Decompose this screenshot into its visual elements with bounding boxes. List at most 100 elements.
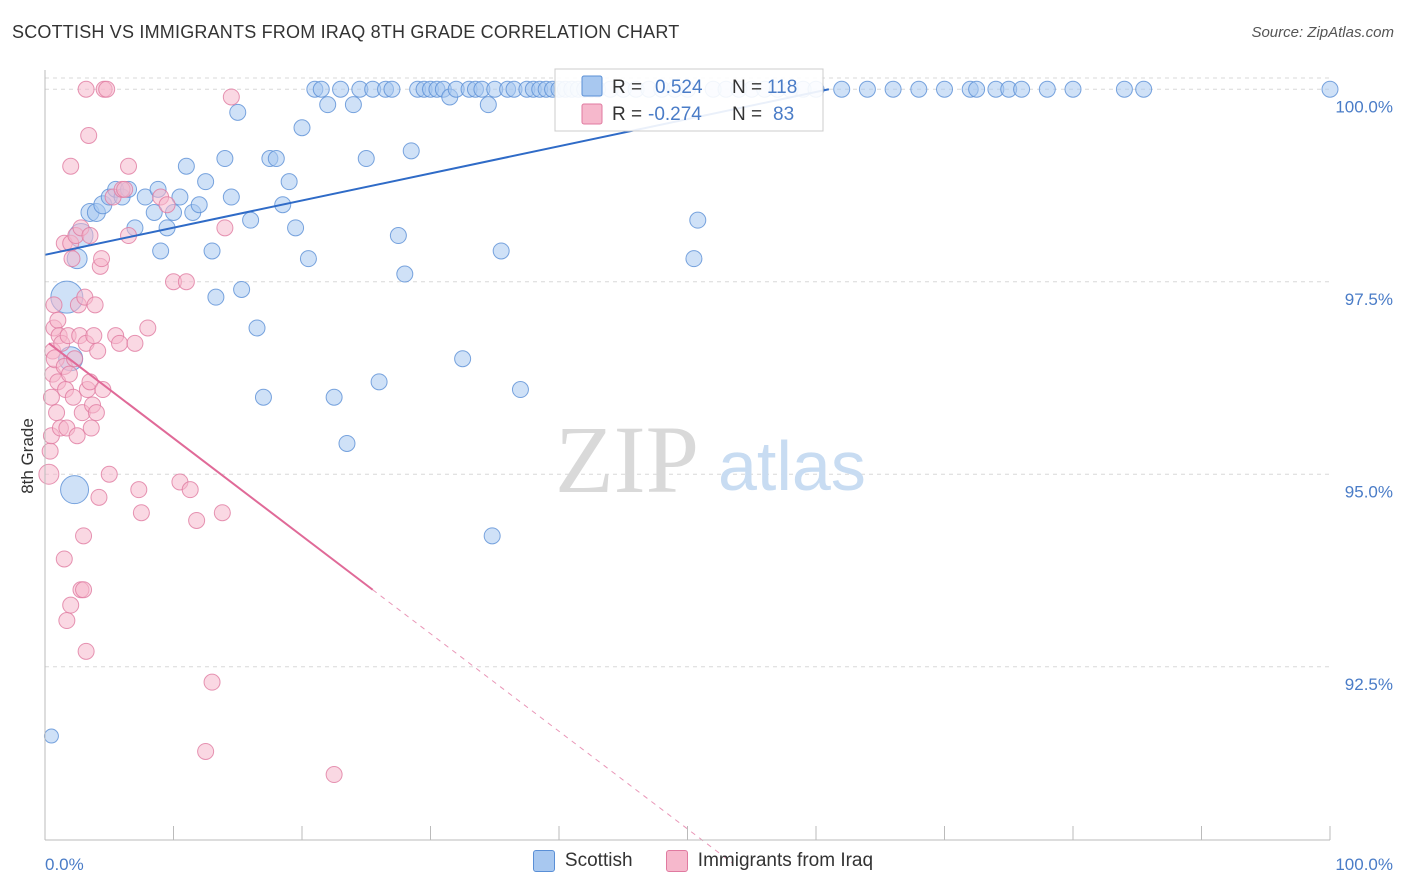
scottish-point	[43, 728, 59, 744]
scottish-point	[389, 227, 407, 245]
scottish-point	[312, 80, 330, 98]
legend-swatch-iraq	[581, 103, 603, 125]
scottish-point	[383, 80, 401, 98]
iraq-point	[45, 296, 63, 314]
legend-item-scottish: Scottish	[532, 850, 633, 872]
scottish-point	[910, 80, 928, 98]
scottish-point	[171, 188, 189, 206]
iraq-point	[63, 250, 81, 268]
scottish-point	[833, 80, 851, 98]
scottish-point	[280, 173, 298, 191]
iraq-point	[60, 365, 78, 383]
iraq-point	[203, 673, 221, 691]
source-label: Source: ZipAtlas.com	[1251, 24, 1394, 41]
y-tick-label: 92.5%	[1345, 675, 1393, 694]
scottish-point	[190, 196, 208, 214]
iraq-point	[89, 342, 107, 360]
scottish-point	[1013, 80, 1031, 98]
legend-scottish-r-value: 0.524	[655, 77, 703, 98]
x-tick-label-min: 0.0%	[45, 855, 84, 874]
scottish-point	[177, 157, 195, 175]
iraq-point	[130, 481, 148, 499]
scottish-point	[207, 288, 225, 306]
scottish-point	[197, 173, 215, 191]
scottish-point	[293, 119, 311, 137]
iraq-point	[48, 404, 66, 422]
scottish-point	[216, 150, 234, 168]
iraq-point	[64, 388, 82, 406]
watermark-atlas: atlas	[718, 427, 866, 505]
watermark: ZIP atlas	[555, 406, 866, 513]
legend-item-iraq: Immigrants from Iraq	[665, 850, 873, 872]
iraq-point	[75, 581, 93, 599]
legend-iraq-n-value: 83	[773, 104, 794, 125]
iraq-point	[158, 196, 176, 214]
scottish-point	[1115, 80, 1133, 98]
iraq-point	[75, 527, 93, 545]
legend-swatch-scottish	[581, 75, 603, 97]
watermark-zip: ZIP	[555, 406, 699, 513]
scottish-point	[332, 80, 350, 98]
correlation-legend: R = 0.524 N = 118 R = -0.274 N = 83	[554, 68, 824, 132]
iraq-point	[177, 273, 195, 291]
scottish-point	[884, 80, 902, 98]
scottish-point	[325, 388, 343, 406]
y-tick-label: 97.5%	[1345, 290, 1393, 309]
iraq-point	[81, 227, 99, 245]
iraq-point	[100, 465, 118, 483]
scottish-point	[299, 250, 317, 268]
scottish-point	[267, 150, 285, 168]
legend-scottish-n-label: N =	[732, 77, 762, 98]
iraq-point	[66, 350, 84, 368]
scottish-point	[254, 388, 272, 406]
scottish-point	[242, 211, 260, 229]
iraq-point	[58, 612, 76, 630]
iraq-point	[62, 596, 80, 614]
iraq-point	[42, 388, 60, 406]
iraq-point	[216, 219, 234, 237]
scottish-point	[1321, 80, 1339, 98]
iraq-point	[86, 296, 104, 314]
scottish-point	[357, 150, 375, 168]
iraq-point	[77, 642, 95, 660]
iraq-point	[85, 327, 103, 345]
iraq-point	[120, 157, 138, 175]
scottish-point	[370, 373, 388, 391]
scottish-point	[233, 280, 251, 298]
scottish-point	[1135, 80, 1153, 98]
legend-iraq-r-value: -0.274	[648, 104, 702, 125]
legend-scottish-n-value: 118	[767, 77, 797, 98]
scottish-point	[483, 527, 501, 545]
scottish-point	[1064, 80, 1082, 98]
iraq-point	[132, 504, 150, 522]
scottish-point	[492, 242, 510, 260]
iraq-point	[62, 157, 80, 175]
scottish-point	[344, 96, 362, 114]
legend-square-scottish	[532, 850, 555, 872]
scottish-point	[229, 103, 247, 121]
iraq-point	[77, 80, 95, 98]
iraq-point	[80, 126, 98, 144]
scottish-point	[222, 188, 240, 206]
scottish-point	[396, 265, 414, 283]
scottish-point	[248, 319, 266, 337]
axis-layer: 92.5% 95.0% 97.5% 100.0% 0.0% 100.0%	[44, 70, 1393, 874]
iraq-point	[188, 511, 206, 529]
iraq-point	[116, 180, 134, 198]
iraq-point	[55, 550, 73, 568]
legend-iraq-n-label: N =	[732, 104, 762, 125]
y-tick-label: 100.0%	[1335, 97, 1393, 116]
chart-title: SCOTTISH VS IMMIGRANTS FROM IRAQ 8TH GRA…	[12, 22, 680, 42]
scottish-point	[454, 350, 472, 368]
iraq-trend-line	[48, 342, 374, 591]
scottish-point	[968, 80, 986, 98]
iraq-point	[98, 80, 116, 98]
scottish-point	[511, 381, 529, 399]
iraq-point	[126, 334, 144, 352]
scottish-point	[60, 475, 90, 505]
legend-scottish-r-label: R =	[612, 77, 642, 98]
scottish-point	[338, 434, 356, 452]
iraq-point	[139, 319, 157, 337]
scottish-point	[858, 80, 876, 98]
